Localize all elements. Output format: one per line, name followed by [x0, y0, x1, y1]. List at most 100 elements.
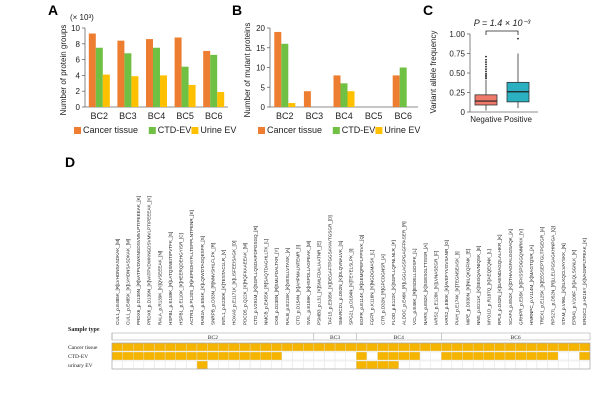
x-tick-label: BC5	[365, 111, 383, 121]
row-label: CTD-EV	[68, 354, 88, 360]
mutation-label: PSMB3_p.L51_[K]SMLFDALIAATNR_[E]	[317, 241, 322, 325]
x-tick-label: BC6	[205, 111, 223, 121]
x-tick-label: BC3	[306, 111, 324, 121]
mutation-label: PDCD5_p.Q22K_[K]HQFKAAEEAK_[M]	[242, 243, 247, 325]
y-tick-label: 8	[76, 40, 81, 49]
cell-present	[377, 351, 389, 361]
mutation-label: TREX1_p.E125K_[K]EEGSEPTGLTPGEGR_[A]	[540, 227, 545, 325]
cell-absent	[175, 360, 187, 370]
panel-a-label: A	[48, 2, 58, 18]
cell-absent	[292, 351, 304, 361]
mutation-label: MYO1D_p.R187Q_[K]AEQEQNK_[L]	[487, 249, 492, 325]
cell-absent	[430, 351, 442, 361]
bar-cancer	[117, 40, 125, 107]
cell-present	[122, 351, 134, 361]
cell-present	[154, 342, 166, 352]
bar-ctd	[95, 47, 103, 107]
cell-absent	[472, 360, 484, 370]
cell-present	[430, 342, 442, 352]
cell-present	[526, 351, 538, 361]
bar-cancer	[333, 75, 341, 107]
cell-present	[494, 351, 506, 361]
cell-present	[366, 360, 378, 370]
cell-present	[164, 351, 176, 361]
cell-absent	[536, 360, 548, 370]
cell-present	[111, 342, 123, 352]
cell-present	[196, 360, 208, 370]
cell-absent	[186, 360, 198, 370]
cell-absent	[313, 360, 325, 370]
cell-present	[143, 342, 155, 352]
cell-present	[292, 342, 304, 352]
cell-absent	[303, 351, 315, 361]
cell-present	[313, 342, 325, 352]
cell-present	[143, 351, 155, 361]
cell-present	[281, 342, 293, 352]
cell-present	[122, 342, 134, 352]
mutation-label: ACTR3_p.P120S_[R]AEPEDHYFLLTEPPLNTPENR_[…	[189, 210, 194, 325]
legend-swatch-ctd	[148, 127, 156, 134]
cell-present	[271, 351, 283, 361]
cell-absent	[133, 360, 145, 370]
mutation-label: FGFR_p.K116N_[K]NGDGMASK_[L]	[370, 250, 375, 325]
cell-present	[175, 342, 187, 352]
box-neg	[474, 94, 498, 106]
group-label: BC4	[394, 335, 404, 341]
cell-present	[387, 351, 399, 361]
y-tick-label: 10	[71, 24, 80, 33]
cell-present	[175, 351, 187, 361]
x-tick-label: Negative	[470, 115, 502, 124]
cell-present	[356, 351, 368, 361]
panel-b-y-axis-title: Number of mutant proteins	[243, 23, 252, 118]
panel-a-chart: (× 10³) Number of protein groups 0 2 4 6 8 10…	[59, 13, 236, 135]
mutation-label: EPB41_p.V106F_[K]AQLSGNLK_[K]	[572, 250, 577, 325]
y-tick-label: 5	[261, 83, 266, 92]
heatmap-border	[111, 342, 591, 370]
cell-absent	[345, 360, 357, 370]
outlier-point	[485, 76, 487, 78]
panel-b-chart: Number of mutant proteins 0 5 10 15 20 BC2 BC3…	[243, 23, 420, 135]
cell-present	[536, 342, 548, 352]
cell-absent	[557, 360, 569, 370]
panel-c-label: C	[423, 2, 433, 18]
cell-absent	[568, 351, 580, 361]
legend-swatch-ctd	[332, 127, 340, 134]
panel-b-label: B	[232, 2, 242, 18]
cell-present	[377, 342, 389, 352]
cell-present	[196, 342, 208, 352]
cell-present	[186, 351, 198, 361]
cell-present	[409, 342, 421, 352]
legend-swatch-urine	[191, 127, 199, 134]
cell-present	[398, 342, 410, 352]
cell-absent	[441, 360, 453, 370]
legend-swatch-urine	[375, 127, 383, 134]
cell-absent	[281, 351, 293, 361]
cell-absent	[483, 360, 495, 370]
cell-present	[324, 342, 336, 352]
y-tick-label: 0	[261, 103, 266, 112]
cell-absent	[419, 360, 431, 370]
cell-absent	[419, 351, 431, 361]
y-tick-label: 6	[76, 56, 81, 65]
row-label: urinary EV	[68, 363, 93, 369]
cell-absent	[154, 360, 166, 370]
cell-present	[409, 351, 421, 361]
group-label: BC2	[208, 335, 218, 341]
bar-cancer	[88, 33, 96, 107]
mutation-label: PRDX6_p.D139N_[K]VATPVDWKNGDSVMVLPTIPEEE…	[147, 196, 152, 325]
group-label: BC6	[511, 335, 521, 341]
cell-present	[472, 351, 484, 361]
y-tick-label: 15	[256, 44, 265, 53]
mutation-label: EGFR_p.E114K_[R]GEMQPEFLFPSVK_[Q]	[359, 235, 364, 325]
bar-urine	[131, 76, 139, 107]
bar-ctd	[399, 67, 407, 107]
mutation-label: CUL1_p.E485K_[K]LVHDNSASDKAK_[M]	[125, 239, 130, 325]
cell-absent	[526, 360, 538, 370]
mutation-label: FLOD_p.E122K_[K]SGPLLQFNLNLR_[F]	[391, 240, 396, 325]
cell-present	[133, 351, 145, 361]
cell-absent	[366, 351, 378, 361]
cell-absent	[430, 360, 442, 370]
cell-present	[186, 342, 198, 352]
bar-ctd	[124, 53, 132, 107]
